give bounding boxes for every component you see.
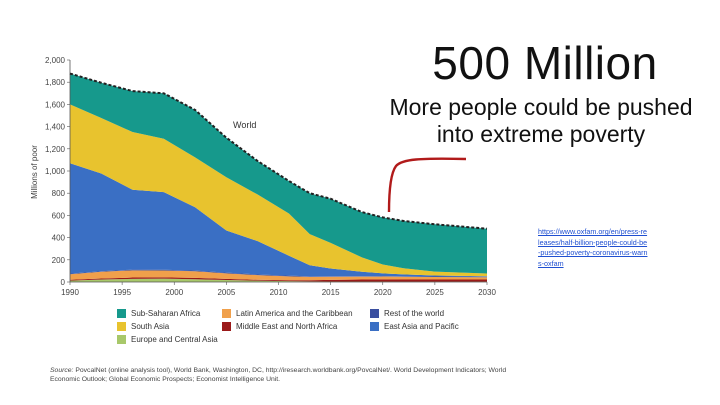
y-tick-label: 1,200: [45, 145, 66, 154]
legend-item: Middle East and North Africa: [222, 322, 370, 331]
x-tick-label: 2020: [374, 288, 392, 297]
legend-label: Latin America and the Caribbean: [236, 309, 353, 318]
y-tick-label: 0: [61, 278, 66, 287]
source-note: Source: PovcalNet (online analysis tool)…: [50, 366, 520, 384]
legend-swatch: [222, 309, 231, 318]
legend-swatch: [370, 322, 379, 331]
y-tick-label: 600: [52, 211, 66, 220]
y-axis-label: Millions of poor: [30, 145, 39, 199]
chart-legend: Sub-Saharan Africa Latin America and the …: [117, 309, 480, 344]
source-text: PovcalNet (online analysis tool), World …: [50, 367, 507, 383]
legend-item: Sub-Saharan Africa: [117, 309, 222, 318]
legend-swatch: [117, 309, 126, 318]
area-sub-saharan-africa: [70, 73, 487, 274]
legend-item: Rest of the world: [370, 309, 480, 318]
x-tick-label: 2000: [165, 288, 183, 297]
legend-label: Middle East and North Africa: [236, 322, 338, 331]
legend-swatch: [117, 322, 126, 331]
legend-swatch: [222, 322, 231, 331]
legend-label: East Asia and Pacific: [384, 322, 459, 331]
y-tick-label: 1,600: [45, 100, 66, 109]
x-tick-label: 2005: [217, 288, 235, 297]
legend-item: Europe and Central Asia: [117, 335, 222, 344]
x-tick-label: 2025: [426, 288, 444, 297]
subheadline: More people could be pushed into extreme…: [389, 94, 693, 147]
world-total-line: [69, 72, 488, 230]
y-tick-label: 2,000: [45, 56, 66, 65]
y-tick-label: 400: [52, 234, 66, 243]
y-tick-label: 800: [52, 189, 66, 198]
legend-swatch: [370, 309, 379, 318]
area-europe-and-central-asia: [70, 278, 487, 282]
area-south-asia: [70, 104, 487, 277]
legend-label: South Asia: [131, 322, 170, 331]
y-tick-label: 1,400: [45, 123, 66, 132]
y-tick-label: 200: [52, 256, 66, 265]
legend-item: Latin America and the Caribbean: [222, 309, 370, 318]
chart-axes: 0 200 400 600 800 1,000 1,200 1,400 1,600 1,800 2,…: [45, 56, 496, 297]
x-tick-label: 2015: [322, 288, 340, 297]
area-east-asia-and-pacific: [70, 163, 487, 277]
x-tick-label: 2010: [270, 288, 288, 297]
area-latin-america-and-the-caribbean: [70, 270, 487, 281]
legend-label: Rest of the world: [384, 309, 445, 318]
legend-item: South Asia: [117, 322, 222, 331]
callout-arrow: [387, 157, 467, 213]
x-tick-label: 1995: [113, 288, 131, 297]
legend-swatch: [117, 335, 126, 344]
oxfam-link[interactable]: https://www.oxfam.org/en/press-releases/…: [538, 227, 648, 268]
legend-label: Europe and Central Asia: [131, 335, 218, 344]
x-tick-label: 2030: [478, 288, 496, 297]
x-tick-label: 1990: [61, 288, 79, 297]
area-rest-of-the-world: [70, 269, 487, 278]
legend-item: East Asia and Pacific: [370, 322, 480, 331]
headline: 500 Million: [432, 37, 658, 89]
area-middle-east-and-north-africa: [70, 277, 487, 282]
world-line-label: World: [233, 120, 256, 130]
y-tick-label: 1,800: [45, 78, 66, 87]
source-label: Source:: [50, 367, 74, 374]
y-tick-label: 1,000: [45, 167, 66, 176]
legend-label: Sub-Saharan Africa: [131, 309, 201, 318]
chart-areas: [70, 73, 487, 282]
